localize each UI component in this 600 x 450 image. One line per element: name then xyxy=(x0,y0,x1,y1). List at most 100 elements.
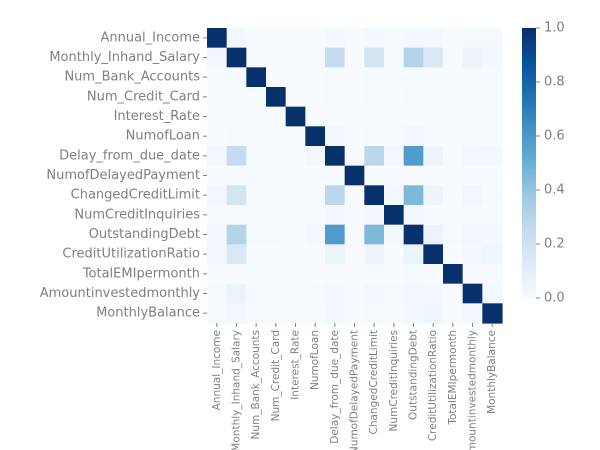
heatmap-cell xyxy=(443,283,464,304)
colorbar-segment xyxy=(522,79,536,83)
colorbar-segment xyxy=(522,210,536,214)
colorbar-segment xyxy=(522,122,536,126)
heatmap-cell xyxy=(226,185,247,206)
row-tick-label: OutstandingDebt xyxy=(89,227,200,242)
colorbar-segment xyxy=(522,268,536,272)
colorbar-segment xyxy=(522,91,536,94)
heatmap-cell xyxy=(364,283,385,304)
colorbar-segment xyxy=(522,181,536,184)
heatmap-cell xyxy=(207,185,228,206)
row-tick-label: Monthly_Inhand_Salary xyxy=(49,50,200,65)
heatmap-cell xyxy=(384,106,405,127)
colorbar-segment xyxy=(522,102,536,106)
heatmap-cell xyxy=(384,283,405,304)
heatmap-cell xyxy=(226,264,247,285)
heatmap-cell xyxy=(344,264,365,285)
colorbar-segment xyxy=(522,133,536,137)
heatmap-cell xyxy=(403,264,424,285)
colorbar-segment xyxy=(522,37,536,40)
heatmap-cell xyxy=(384,165,405,186)
colorbar-tick-label: 0.2 xyxy=(544,237,565,252)
colorbar-segment xyxy=(522,59,536,63)
heatmap-cell xyxy=(462,303,483,324)
colorbar-segment xyxy=(522,158,536,162)
colorbar-segment xyxy=(522,214,536,218)
heatmap-cell xyxy=(443,106,464,127)
heatmap-cell xyxy=(305,205,326,226)
colorbar-segment xyxy=(522,147,536,151)
colorbar-segment xyxy=(522,264,536,268)
colorbar-segment xyxy=(522,185,536,189)
colorbar-segment xyxy=(522,30,536,34)
row-tick-label: MonthlyBalance xyxy=(96,306,200,321)
heatmap-cell xyxy=(423,87,444,108)
heatmap-cell xyxy=(266,126,287,147)
heatmap-cell xyxy=(403,28,424,49)
colorbar-tick-label: 0.0 xyxy=(544,291,565,306)
heatmap-cell xyxy=(285,165,306,186)
colorbar-segment xyxy=(522,41,536,45)
colorbar-segment xyxy=(522,291,536,295)
colorbar-segment xyxy=(522,183,536,187)
heatmap-cell xyxy=(423,264,444,285)
colorbar-segment xyxy=(522,167,536,171)
heatmap-cell xyxy=(364,126,385,147)
heatmap-cell xyxy=(443,205,464,226)
heatmap-cell xyxy=(384,67,405,88)
column-tick-label: Delay_from_due_date xyxy=(329,330,341,444)
colorbar-segment xyxy=(522,273,536,277)
column-tick-label: Amountinvestedmonthly xyxy=(467,330,479,450)
heatmap-cell xyxy=(364,205,385,226)
colorbar-tick-label: 1.0 xyxy=(544,21,565,36)
colorbar-segment xyxy=(522,235,536,238)
colorbar-segment xyxy=(522,201,536,205)
heatmap-cell xyxy=(325,106,346,127)
heatmap-cell xyxy=(423,303,444,324)
heatmap-cell xyxy=(207,146,228,167)
heatmap-cell xyxy=(384,146,405,167)
heatmap-cell xyxy=(305,165,326,186)
heatmap-cell xyxy=(246,224,267,245)
heatmap-cell xyxy=(285,205,306,226)
heatmap-cell xyxy=(423,146,444,167)
colorbar-segment xyxy=(522,48,536,52)
heatmap-cell xyxy=(325,303,346,324)
heatmap-cell xyxy=(482,87,503,108)
row-tick-label: Num_Bank_Accounts xyxy=(64,70,200,85)
heatmap-cell xyxy=(305,47,326,68)
colorbar-segment xyxy=(522,223,536,227)
heatmap-cell xyxy=(226,146,247,167)
heatmap-cell xyxy=(207,244,228,265)
row-tick-label: Annual_Income xyxy=(100,30,200,45)
heatmap-cell xyxy=(462,185,483,206)
colorbar-segment xyxy=(522,266,536,270)
heatmap-cell xyxy=(285,87,306,108)
colorbar-segment xyxy=(522,46,536,49)
row-tick-label: TotalEMIpermonth xyxy=(82,266,200,281)
heatmap-cell xyxy=(325,264,346,285)
colorbar-segment xyxy=(522,109,536,112)
colorbar-segment xyxy=(522,295,536,299)
colorbar-segment xyxy=(522,61,536,65)
column-tick-label: Monthly_Inhand_Salary xyxy=(231,330,243,450)
column-tick-label: Interest_Rate xyxy=(290,330,302,400)
heatmap-cell xyxy=(305,87,326,108)
colorbar-segment xyxy=(522,97,536,101)
heatmap-cell xyxy=(207,303,228,324)
heatmap-cell xyxy=(443,165,464,186)
colorbar: 0.0 0.2 0.4 0.6 0.8 1.0 xyxy=(522,21,565,306)
heatmap-cell xyxy=(462,165,483,186)
heatmap-cell xyxy=(443,47,464,68)
heatmap-cell xyxy=(207,205,228,226)
colorbar-segment xyxy=(522,244,536,247)
heatmap-cell xyxy=(226,244,247,265)
heatmap-cell xyxy=(443,28,464,49)
heatmap-cell xyxy=(364,185,385,206)
heatmap-cell xyxy=(364,224,385,245)
heatmap-cell xyxy=(482,244,503,265)
heatmap-cell xyxy=(443,244,464,265)
heatmap-cell xyxy=(403,126,424,147)
colorbar-segment xyxy=(522,241,536,245)
heatmap-cell xyxy=(344,87,365,108)
heatmap-cell xyxy=(285,185,306,206)
